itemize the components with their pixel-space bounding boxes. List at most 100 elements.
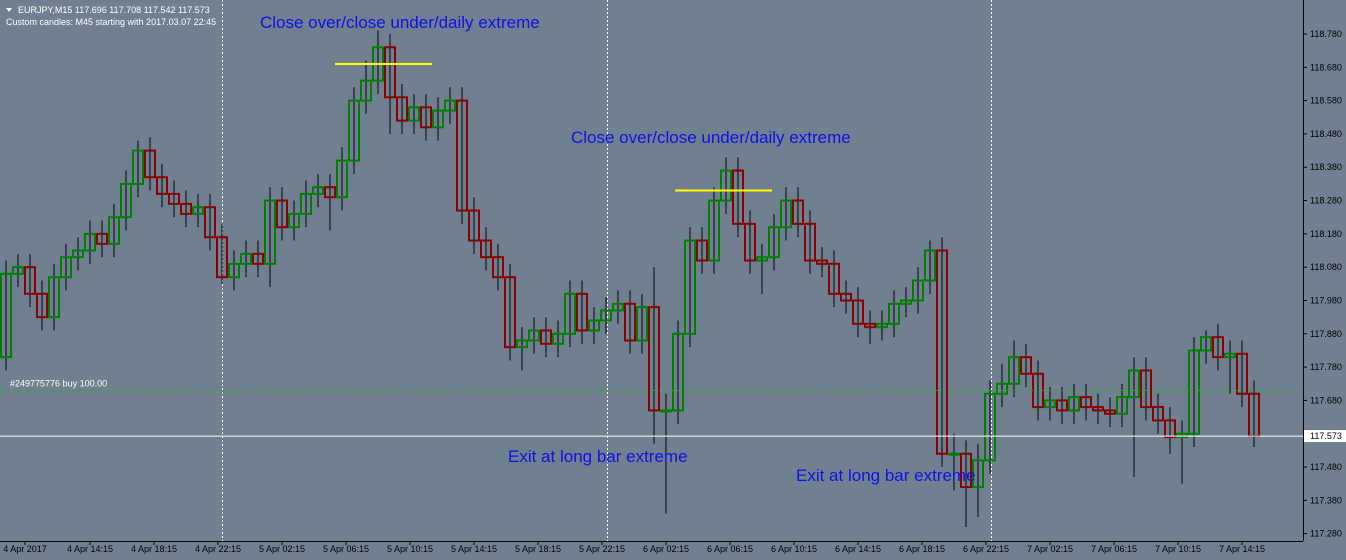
candle-body [852, 299, 864, 325]
candle-body [912, 279, 924, 302]
candle-body [804, 222, 816, 262]
candle-body [72, 249, 84, 259]
candle-body [1020, 356, 1032, 375]
candle-body [1104, 409, 1116, 415]
candle-body [828, 262, 840, 295]
annotation: Close over/close under/daily extreme [571, 128, 851, 147]
candle-body [360, 79, 372, 102]
candle-body [660, 409, 672, 413]
y-tick-label: 118.480 [1310, 129, 1342, 139]
candle-body [600, 309, 612, 322]
candle-body [1152, 406, 1164, 422]
candle-body [1176, 432, 1188, 439]
candle-body [1056, 399, 1068, 412]
candle-body [1236, 352, 1248, 395]
x-tick-label: 7 Apr 14:15 [1219, 544, 1265, 554]
candle-body [156, 176, 168, 195]
candle-body [108, 216, 120, 245]
y-tick-label: 117.380 [1310, 495, 1342, 505]
x-tick-label: 6 Apr 10:15 [771, 544, 817, 554]
x-tick-label: 5 Apr 10:15 [387, 544, 433, 554]
y-tick-label: 117.880 [1310, 329, 1342, 339]
candle-body [756, 256, 768, 262]
candle-body [1092, 406, 1104, 412]
x-tick-label: 7 Apr 06:15 [1091, 544, 1137, 554]
candle-body [996, 382, 1008, 395]
annotation: Exit at long bar extreme [796, 466, 976, 485]
candle-body [420, 106, 432, 129]
candle-body [132, 149, 144, 185]
candle-body [492, 256, 504, 279]
y-tick-label: 118.280 [1310, 196, 1342, 206]
candle-body [624, 302, 636, 342]
candle-body [696, 239, 708, 262]
y-tick-label: 117.480 [1310, 462, 1342, 472]
x-tick-label: 5 Apr 02:15 [259, 544, 305, 554]
candle-body [564, 292, 576, 335]
candle-body [1140, 369, 1152, 409]
x-tick-label: 7 Apr 02:15 [1027, 544, 1073, 554]
candle-body [1224, 352, 1236, 359]
candle-body [504, 276, 516, 349]
candle-body [228, 262, 240, 279]
candle-body [528, 329, 540, 342]
candle-body [312, 186, 324, 195]
y-tick-label: 117.780 [1310, 362, 1342, 372]
y-tick-label: 118.380 [1310, 162, 1342, 172]
candle-body [648, 306, 660, 412]
candle-body [840, 292, 852, 302]
candle-body [552, 332, 564, 345]
candle-body [1080, 396, 1092, 409]
candle-body [396, 96, 408, 122]
x-tick-label: 7 Apr 10:15 [1155, 544, 1201, 554]
candle-body [636, 306, 648, 342]
menu-icon [6, 8, 12, 12]
candle-body [84, 232, 96, 252]
candle-body [876, 322, 888, 329]
candle-body [948, 452, 960, 456]
candle-body [444, 99, 456, 112]
candle-body [672, 332, 684, 412]
candle-body [24, 266, 36, 295]
candle-body [48, 276, 60, 319]
candle-body [60, 256, 72, 279]
y-tick-label: 117.280 [1310, 529, 1342, 539]
candle-body [36, 292, 48, 319]
candle-body [288, 212, 300, 229]
candle-body [192, 206, 204, 215]
y-tick-label: 117.980 [1310, 295, 1342, 305]
candle-body [216, 236, 228, 279]
candle-body [168, 192, 180, 205]
candle-body [1200, 336, 1212, 352]
candle-body [120, 182, 132, 219]
candle-body [432, 109, 444, 129]
x-tick-label: 5 Apr 14:15 [451, 544, 497, 554]
candle-body [792, 199, 804, 225]
candle-body [588, 319, 600, 332]
candle-body [744, 222, 756, 262]
candle-body [408, 106, 420, 122]
annotation: Exit at long bar extreme [508, 447, 688, 466]
candle-body [888, 302, 900, 325]
candle-body [264, 199, 276, 265]
candle-body [960, 452, 972, 489]
y-tick-label: 118.780 [1310, 29, 1342, 39]
order-label: #249775776 buy 100.00 [10, 378, 107, 388]
candle-body [468, 209, 480, 242]
candle-body [972, 459, 984, 489]
candle-body [900, 299, 912, 305]
candle-body [276, 199, 288, 229]
candle-body [1008, 356, 1020, 385]
y-tick-label: 117.680 [1310, 395, 1342, 405]
candle-body [780, 199, 792, 229]
candle-body [936, 249, 948, 455]
candle-body [456, 99, 468, 212]
annotation: Close over/close under/daily extreme [260, 13, 540, 32]
candle-body [612, 302, 624, 312]
candle-body [516, 339, 528, 349]
candle-body [540, 329, 552, 345]
candle-body [348, 99, 360, 162]
x-tick-label: 4 Apr 14:15 [67, 544, 113, 554]
